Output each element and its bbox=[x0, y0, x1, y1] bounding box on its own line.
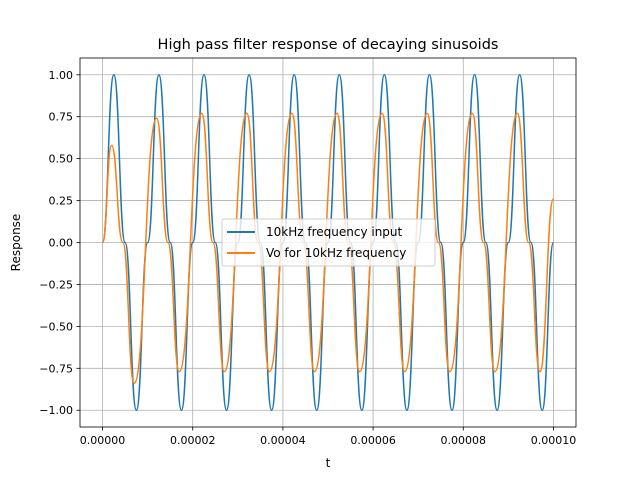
x-tick-label: 0.00002 bbox=[170, 434, 216, 447]
tick-layer: 0.00000 0.00002 0.00004 0.00006 0.00008 0.000… bbox=[39, 69, 576, 447]
legend: 10kHz frequency input Vo for 10kHz frequ… bbox=[221, 218, 436, 267]
x-tick-label: 0.00004 bbox=[260, 434, 306, 447]
x-tick-label: 0.00010 bbox=[531, 434, 577, 447]
x-tick-label: 0.00008 bbox=[441, 434, 487, 447]
x-tick-label: 0.00000 bbox=[80, 434, 126, 447]
legend-label-input: 10kHz frequency input bbox=[266, 225, 403, 239]
legend-label-vo: Vo for 10kHz frequency bbox=[266, 246, 406, 260]
y-tick-label: 0.75 bbox=[49, 111, 74, 124]
y-tick-label: −0.50 bbox=[39, 320, 73, 333]
y-tick-label: 1.00 bbox=[49, 69, 74, 82]
y-tick-label: 0.25 bbox=[49, 195, 74, 208]
legend-box bbox=[221, 218, 436, 267]
series-vo-line bbox=[101, 112, 555, 385]
chart-title: High pass filter response of decaying si… bbox=[158, 37, 499, 53]
y-tick-label: −1.00 bbox=[39, 404, 73, 417]
y-tick-label: −0.25 bbox=[39, 278, 73, 291]
y-tick-label: −0.75 bbox=[39, 362, 73, 375]
y-tick-label: 0.00 bbox=[49, 237, 74, 250]
y-tick-label: 0.50 bbox=[49, 153, 74, 166]
y-axis-label: Response bbox=[9, 214, 23, 272]
x-axis-label: t bbox=[326, 456, 331, 470]
x-tick-label: 0.00006 bbox=[350, 434, 396, 447]
